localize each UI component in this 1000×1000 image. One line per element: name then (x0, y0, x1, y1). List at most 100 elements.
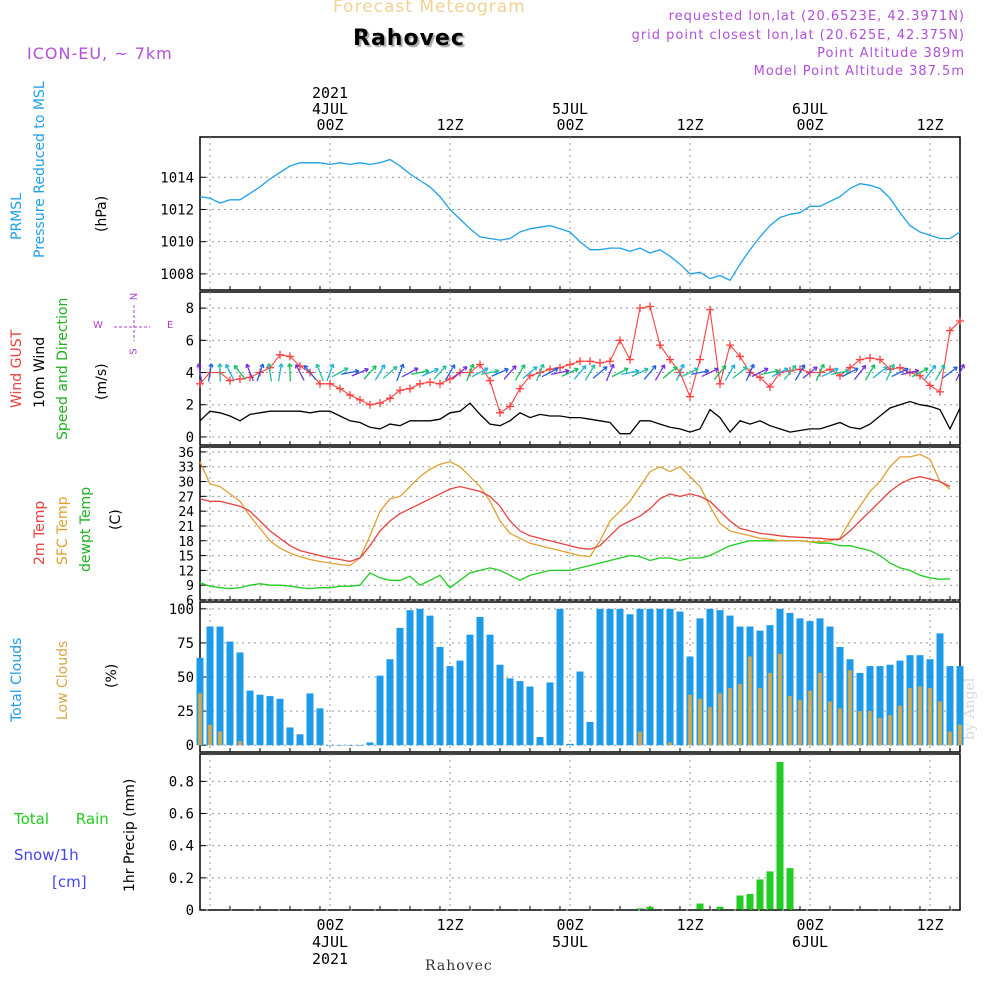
wind-direction-arrow (841, 367, 859, 378)
total-cloud-bar (436, 647, 444, 746)
bottom-time-label: 12Z (676, 916, 703, 934)
compass-w: W (93, 320, 103, 331)
wind-direction-arrowhead (494, 368, 500, 374)
gridpoint-lonlat: grid point closest lon,lat (20.625E, 42.… (631, 28, 965, 43)
low-cloud-bar (738, 683, 742, 746)
wind-direction-arrowhead (196, 363, 202, 368)
wind-direction-arrowhead (287, 363, 293, 368)
total-cloud-bar (786, 612, 794, 746)
wind-direction-arrow (341, 370, 359, 375)
wind-direction-arrowhead (844, 368, 850, 374)
wind-direction-arrow (363, 365, 377, 380)
low-cloud-bar (638, 731, 642, 746)
total-cloud-bar (726, 615, 734, 746)
total-cloud-bar (476, 617, 484, 746)
top-time-label: 00Z (316, 116, 343, 134)
gust-marker (436, 379, 444, 388)
bottom-time-label: 00Z (316, 916, 343, 934)
footer-location: Rahovec (425, 958, 493, 974)
ytick-label-precip: 0.4 (169, 839, 194, 855)
total-cloud-bar (396, 627, 404, 746)
total-cloud-bar (566, 743, 574, 746)
total-cloud-bar (856, 672, 864, 746)
wind-direction-arrow (901, 369, 919, 376)
wind-direction-arrowhead (208, 363, 214, 368)
total-cloud-bar (426, 615, 434, 746)
gust-marker (406, 384, 414, 393)
gust-marker (936, 387, 944, 396)
wind-direction-arrowhead (704, 368, 710, 374)
wind-direction-arrowhead (217, 363, 223, 368)
compass-cross (114, 305, 150, 341)
wind-direction-arrow (771, 367, 789, 378)
top-time-label: 5JUL (552, 100, 588, 118)
wind-direction-arrow (631, 368, 649, 377)
gust-marker (276, 350, 284, 359)
wind-direction-arrow (225, 364, 235, 381)
gust-marker (756, 373, 764, 382)
top-time-label: 00Z (796, 116, 823, 134)
total-cloud-bar (826, 626, 834, 746)
total-cloud-bar (896, 660, 904, 746)
ytick-label-pressure: 1014 (160, 170, 194, 186)
total-cloud-bar (876, 666, 884, 746)
total-cloud-bar (616, 608, 624, 746)
ytick-label-temp: 33 (178, 461, 194, 476)
low-cloud-bar (768, 672, 772, 746)
panel-frame-precip (199, 753, 961, 911)
total-cloud-bar (636, 608, 644, 746)
bottom-time-label: 4JUL (312, 933, 348, 951)
top-time-label: 12Z (676, 116, 703, 134)
wind-direction-arrow (522, 366, 538, 379)
total-cloud-bar (316, 708, 324, 746)
gust-marker (416, 379, 424, 388)
wind-direction-arrowhead (354, 368, 360, 374)
gust-marker (236, 374, 244, 383)
gust-marker (346, 391, 354, 400)
ytick-label-wind: 0 (186, 430, 194, 446)
wind-direction-arrowhead (834, 367, 839, 373)
model-point-altitude: Model Point Altitude 387.5m (753, 64, 965, 79)
wind-direction-arrow (701, 367, 719, 378)
bottom-time-label: 12Z (436, 916, 463, 934)
wind-direction-arrowhead (233, 364, 239, 370)
label-cm: [cm] (52, 873, 87, 891)
gust-marker (616, 336, 624, 345)
gust-marker (606, 357, 614, 366)
low-cloud-bar (878, 717, 882, 746)
gust-marker (896, 363, 904, 372)
wind-direction-arrowhead (602, 366, 608, 371)
precip-bar (766, 871, 774, 910)
low-cloud-bar (818, 672, 822, 746)
wind-direction-arrowhead (413, 367, 419, 373)
wind-direction-arrow (853, 365, 867, 381)
wind-direction-arrowhead (940, 364, 946, 369)
wind-direction-arrowhead (315, 363, 321, 369)
gust-marker (736, 352, 744, 361)
gust-marker (396, 386, 404, 395)
gust-marker (856, 355, 864, 364)
ytick-label-temp: 18 (178, 535, 194, 550)
low-cloud-bar (668, 742, 672, 746)
gust-marker (786, 366, 794, 375)
gust-marker (656, 341, 664, 350)
precip-bar (636, 908, 644, 910)
wind-direction-arrowhead (266, 363, 272, 368)
panel-frame-temp (199, 446, 961, 601)
low-cloud-bar (928, 687, 932, 746)
wind-direction-arrow (288, 363, 292, 382)
wind-direction-arrow (256, 363, 264, 382)
gust-marker (576, 357, 584, 366)
low-cloud-bar (788, 696, 792, 746)
wind-direction-arrowhead (820, 363, 825, 369)
wind-direction-arrow (584, 364, 596, 381)
ytick-label-temp: 21 (178, 520, 194, 535)
low-cloud-bar (828, 701, 832, 746)
wind-direction-arrow (303, 365, 317, 380)
low-cloud-bar (938, 701, 942, 746)
ytick-label-precip: 0.8 (169, 774, 194, 790)
low-cloud-bar (748, 656, 752, 746)
wind-direction-arrow (864, 364, 876, 381)
point-altitude: Point Altitude 389m (817, 46, 965, 61)
total-cloud-bar (806, 621, 814, 746)
